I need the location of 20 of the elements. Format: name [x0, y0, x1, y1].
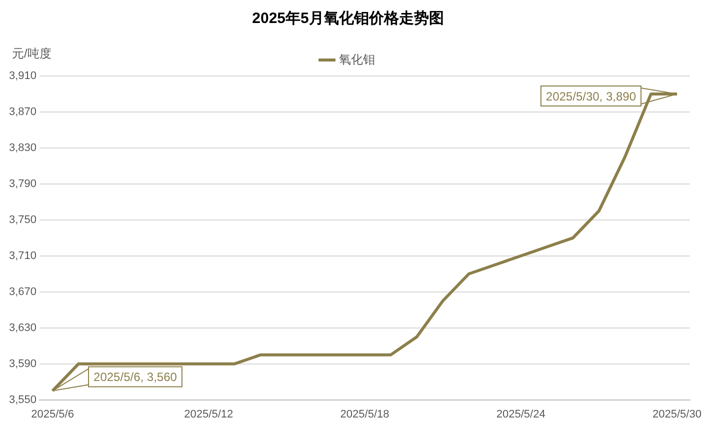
legend-label: 氧化钼 [339, 52, 375, 66]
y-tick-label: 3,910 [8, 70, 37, 82]
y-tick-label: 3,710 [8, 250, 37, 262]
y-tick-label: 3,550 [8, 394, 37, 406]
x-tick-label: 2025/5/24 [496, 408, 546, 420]
annotation: 2025/5/30, 3,890 [546, 89, 636, 104]
y-tick-label: 3,870 [8, 106, 37, 118]
x-tick-label: 2025/5/6 [31, 408, 74, 420]
x-tick-label: 2025/5/12 [184, 408, 234, 420]
y-tick-label: 3,590 [8, 358, 37, 370]
y-tick-label: 3,830 [8, 142, 37, 154]
y-axis-title: 元/吨度 [12, 46, 52, 60]
y-tick-label: 3,790 [8, 178, 37, 190]
y-tick-label: 3,630 [8, 322, 37, 334]
chart-title: 2025年5月氧化钼价格走势图 [252, 10, 444, 28]
y-tick-label: 3,670 [8, 286, 37, 298]
x-tick-label: 2025/5/30 [652, 408, 702, 420]
y-tick-label: 3,750 [8, 214, 37, 226]
x-tick-label: 2025/5/18 [340, 408, 390, 420]
annotation: 2025/5/6, 3,560 [94, 370, 178, 384]
